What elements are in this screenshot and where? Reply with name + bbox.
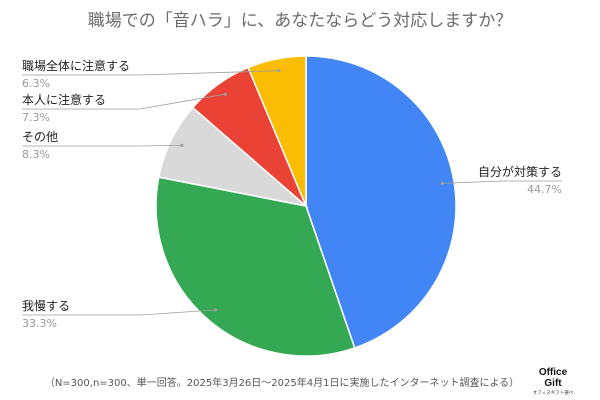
slice-value-label-2: 33.3% — [22, 317, 57, 330]
leader-line-2 — [22, 309, 216, 316]
slice-value-label-5: 6.3% — [22, 77, 50, 90]
chart-title: 職場での「音ハラ」に、あなたならどう対応しますか？ — [88, 11, 513, 31]
footnote: （N=300,n=300、単一回答。2025年3月26日〜2025年4月1日に実… — [45, 376, 519, 389]
leader-line-4 — [22, 93, 226, 110]
slice-label-3: その他 — [22, 130, 58, 144]
slice-label-1: 自分が対策する — [478, 164, 562, 179]
slice-label-2: 我慢する — [22, 299, 70, 313]
logo-line1: Office — [539, 367, 568, 378]
logo-line2: Gift — [544, 378, 562, 389]
logo-tagline: オフィスギフト選べ — [533, 389, 574, 396]
slice-value-label-4: 7.3% — [22, 111, 50, 124]
slice-label-5: 職場全体に注意する — [22, 58, 130, 73]
leader-line-5 — [22, 70, 279, 76]
pie-slices — [155, 55, 457, 357]
pie-slice-2 — [155, 176, 356, 357]
pie-labels: 自分が対策する 44.7% 我慢する 33.3% その他 8.3% 本人に注意する 7.3% 職… — [22, 58, 562, 330]
leader-line-1 — [442, 180, 562, 184]
slice-label-4: 本人に注意する — [22, 92, 106, 107]
slice-value-label-1: 44.7% — [527, 183, 562, 196]
pie-slice-5 — [247, 55, 307, 207]
leader-line-3 — [22, 145, 183, 147]
slice-value-label-3: 8.3% — [22, 148, 50, 161]
pie-slice-1 — [305, 55, 457, 349]
office-gift-logo: Office Gift オフィスギフト選べ — [533, 367, 574, 396]
